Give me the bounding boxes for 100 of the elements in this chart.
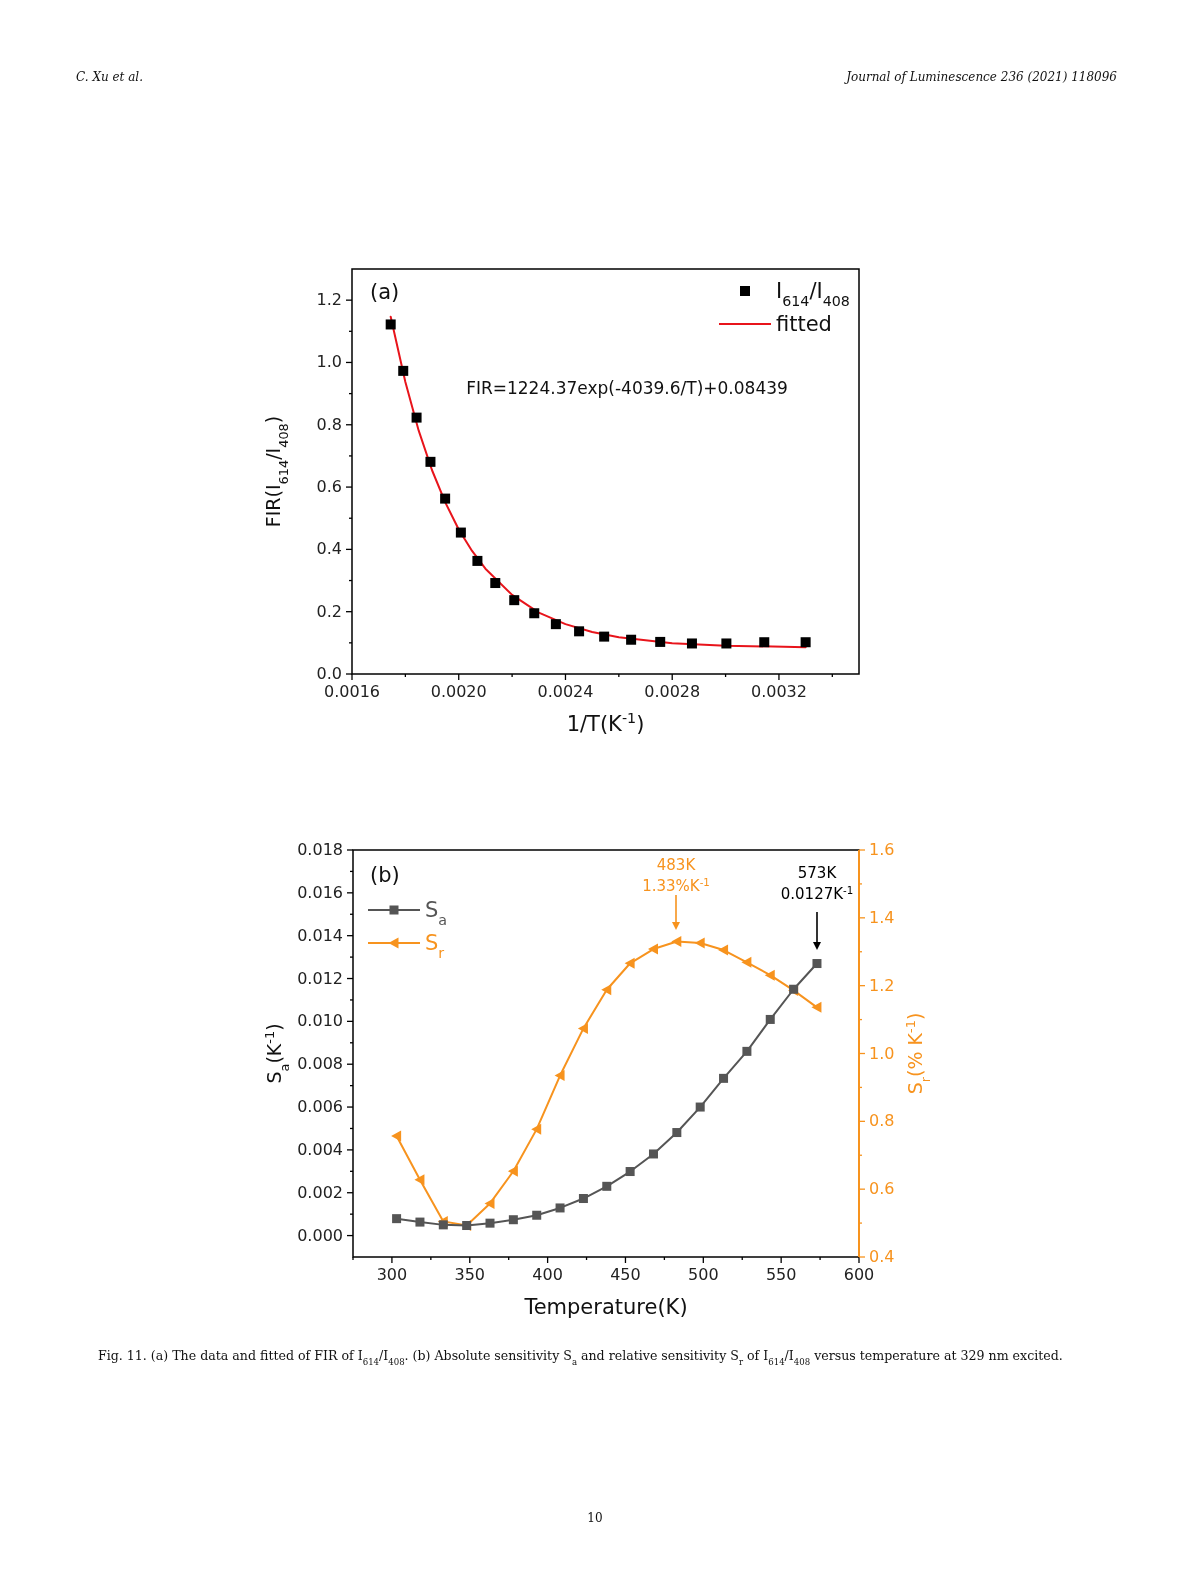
y-tick-label: 0.006 <box>297 1097 343 1117</box>
point <box>414 1174 425 1186</box>
y-tick-label: 0.004 <box>297 1139 343 1159</box>
point <box>811 1001 822 1013</box>
point <box>655 636 666 647</box>
y-tick-label: 1.0 <box>316 352 342 372</box>
point <box>672 1128 682 1138</box>
point <box>686 638 697 649</box>
y-tick-label: 0.6 <box>316 477 342 497</box>
x-tick-label: 550 <box>765 1265 797 1284</box>
point <box>741 956 752 968</box>
point <box>812 959 822 969</box>
annotation: (b) <box>370 863 400 887</box>
point <box>529 608 540 619</box>
y-tick-label: 0.4 <box>316 539 342 559</box>
y2-tick-label: 0.8 <box>869 1111 895 1131</box>
point <box>490 578 501 589</box>
point <box>718 944 729 956</box>
y-tick-label: 0.002 <box>297 1182 343 1202</box>
x-tick-label: 400 <box>532 1265 563 1284</box>
point <box>425 456 436 467</box>
y-tick-label: 0.000 <box>297 1225 343 1245</box>
point <box>440 493 451 504</box>
legend-label: S$_{r}$ <box>425 931 445 961</box>
point <box>759 637 770 648</box>
point <box>721 638 732 649</box>
point <box>648 1149 658 1159</box>
y-tick-label: 0.014 <box>297 925 343 945</box>
y2-tick-label: 0.6 <box>869 1179 895 1199</box>
point <box>626 634 637 645</box>
point <box>455 527 466 538</box>
y-tick-label: 0.2 <box>316 601 342 621</box>
point <box>601 984 612 996</box>
y-tick-label: 0.0 <box>316 664 342 683</box>
point <box>578 1194 588 1204</box>
text: Journal of Luminescence 236 (2021) 118096 <box>843 70 1118 84</box>
point <box>531 1123 542 1135</box>
x-tick-label: 0.0028 <box>644 682 701 701</box>
x-tick-label: 500 <box>688 1265 719 1284</box>
legend-label: I$_{614}$/I$_{408}$ <box>776 279 850 309</box>
point <box>694 937 705 949</box>
point <box>438 1220 448 1230</box>
point <box>555 1203 565 1213</box>
text: Fig. 11. (a) The data and fitted of FIR of I$_{614}$/I$_{408}$. (b) Absolute sensitivity S$_{a}$ and relative sensitivity S$_{r}$ of I$_{614}$/I$_{408}$ versus temperature at 329 nm excited. <box>98 1348 1063 1367</box>
x-tick-label: 0.0016 <box>324 682 380 701</box>
point <box>764 969 775 981</box>
x-tick-label: 300 <box>376 1265 408 1284</box>
legend-label: S$_{a}$ <box>425 898 448 928</box>
text: 10 <box>587 1511 603 1525</box>
point <box>532 1210 542 1220</box>
x-tick-label: 0.0024 <box>537 682 594 701</box>
point <box>742 1046 752 1056</box>
point <box>765 1014 775 1024</box>
point <box>385 319 396 330</box>
point <box>509 595 520 606</box>
point <box>800 637 811 648</box>
point <box>624 957 635 969</box>
x-axis-title: 1/T(K$^{-1}$) <box>566 710 645 736</box>
point <box>508 1215 518 1225</box>
y2-tick-label: 1.2 <box>869 975 895 995</box>
y2-tick-label: 1.4 <box>869 907 895 927</box>
text: C. Xu et al. <box>76 70 144 84</box>
point <box>719 1073 729 1083</box>
point <box>695 1102 705 1112</box>
y2-tick-label: 0.4 <box>869 1247 895 1266</box>
point <box>671 936 682 948</box>
y-tick-label: 0.018 <box>297 840 343 859</box>
y2-tick-label: 1.6 <box>869 840 895 859</box>
y-tick-label: 0.010 <box>297 1011 343 1031</box>
point <box>398 365 409 376</box>
point <box>625 1167 635 1177</box>
point <box>550 619 561 630</box>
x-axis-title: Temperature(K) <box>523 1295 688 1319</box>
point <box>647 943 658 955</box>
point <box>577 1022 588 1034</box>
annotation: (a) <box>370 280 400 304</box>
point <box>507 1165 518 1177</box>
x-tick-label: 600 <box>843 1265 875 1284</box>
point <box>574 626 585 637</box>
x-tick-label: 450 <box>610 1265 641 1284</box>
y-tick-label: 0.8 <box>316 414 342 434</box>
x-tick-label: 0.0020 <box>430 682 487 701</box>
y-tick-label: 0.008 <box>297 1054 343 1074</box>
point <box>484 1197 495 1209</box>
x-tick-label: 350 <box>454 1265 486 1284</box>
point <box>411 412 422 423</box>
annotation: 483K 1.33%K$^{-1}$ <box>642 856 710 895</box>
point <box>602 1181 612 1191</box>
point <box>599 631 610 642</box>
point <box>392 1214 402 1224</box>
point <box>554 1070 565 1082</box>
y-tick-label: 0.012 <box>297 968 343 988</box>
annotation: 573K 0.0127K$^{-1}$ <box>780 864 854 903</box>
y2-tick-label: 1.0 <box>869 1043 895 1063</box>
point <box>485 1218 495 1228</box>
point <box>415 1217 425 1227</box>
point <box>391 1130 402 1142</box>
y-tick-label: 0.016 <box>297 882 343 902</box>
point <box>472 555 483 566</box>
x-tick-label: 0.0032 <box>750 682 807 701</box>
